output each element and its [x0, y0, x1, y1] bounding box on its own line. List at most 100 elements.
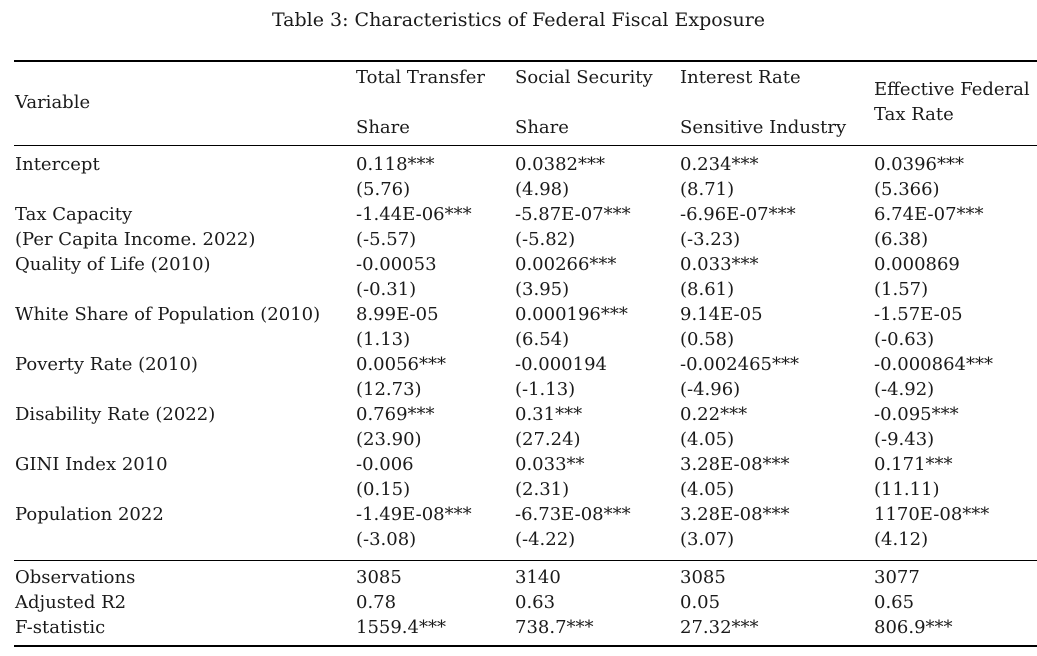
coef-cell: 0.033***: [680, 254, 759, 275]
stat-cell: 1559.4***: [356, 617, 446, 638]
coef-cell: 0.00266***: [515, 254, 617, 275]
tstat-cell: (11.11): [874, 479, 940, 500]
tstat-cell: (1.57): [874, 279, 929, 300]
coef-cell: -0.00053: [356, 254, 437, 275]
bottom-rule: [14, 645, 1037, 647]
header-col1-top: Total Transfer: [356, 67, 485, 88]
stat-cell: 27.32***: [680, 617, 759, 638]
stat-cell: 3077: [874, 567, 920, 588]
coef-cell: 0.22***: [680, 404, 748, 425]
coef-cell: 0.31***: [515, 404, 583, 425]
coef-cell: 1170E-08***: [874, 504, 990, 525]
coef-cell: -0.002465***: [680, 354, 799, 375]
coef-cell: -0.006: [356, 454, 414, 475]
tstat-cell: (6.38): [874, 229, 929, 250]
stat-cell: 0.65: [874, 592, 915, 613]
header-variable: Variable: [15, 92, 91, 113]
tstat-cell: (8.71): [680, 179, 735, 200]
tstat-cell: (-0.63): [874, 329, 935, 350]
row-variable: Tax Capacity: [15, 204, 133, 225]
coef-cell: -1.49E-08***: [356, 504, 472, 525]
stat-cell: 3085: [356, 567, 402, 588]
row-variable: Population 2022: [15, 504, 164, 525]
tstat-cell: (-3.23): [680, 229, 741, 250]
header-col1-bottom: Share: [356, 117, 410, 138]
coef-cell: -0.095***: [874, 404, 959, 425]
tstat-cell: (3.07): [680, 529, 735, 550]
coef-cell: 0.171***: [874, 454, 953, 475]
coef-cell: 8.99E-05: [356, 304, 439, 325]
row-variable: Quality of Life (2010): [15, 254, 211, 275]
coef-cell: -0.000864***: [874, 354, 993, 375]
stat-cell: 0.63: [515, 592, 556, 613]
row-variable: Disability Rate (2022): [15, 404, 216, 425]
coef-cell: 0.0056***: [356, 354, 446, 375]
coef-cell: 0.000869: [874, 254, 960, 275]
header-col4-bottom: Tax Rate: [874, 104, 954, 125]
coef-cell: 3.28E-08***: [680, 504, 790, 525]
coef-cell: -1.57E-05: [874, 304, 963, 325]
tstat-cell: (-5.82): [515, 229, 576, 250]
tstat-cell: (-1.13): [515, 379, 576, 400]
coef-cell: -5.87E-07***: [515, 204, 631, 225]
coef-cell: 0.769***: [356, 404, 435, 425]
coef-cell: 6.74E-07***: [874, 204, 984, 225]
header-col3-bottom: Sensitive Industry: [680, 117, 847, 138]
top-rule: [14, 60, 1037, 62]
tstat-cell: (-4.96): [680, 379, 741, 400]
tstat-cell: (5.76): [356, 179, 411, 200]
tstat-cell: (23.90): [356, 429, 422, 450]
coef-cell: -1.44E-06***: [356, 204, 472, 225]
tstat-cell: (-5.57): [356, 229, 417, 250]
tstat-cell: (-9.43): [874, 429, 935, 450]
coef-cell: -6.73E-08***: [515, 504, 631, 525]
stat-cell: 0.05: [680, 592, 721, 613]
row-variable: White Share of Population (2010): [15, 304, 321, 325]
row-variable: Intercept: [15, 154, 100, 175]
coef-cell: -0.000194: [515, 354, 607, 375]
coef-cell: -6.96E-07***: [680, 204, 796, 225]
coef-cell: 0.234***: [680, 154, 759, 175]
tstat-cell: (-3.08): [356, 529, 417, 550]
tstat-cell: (4.12): [874, 529, 929, 550]
row-variable: GINI Index 2010: [15, 454, 168, 475]
coef-cell: 0.033**: [515, 454, 585, 475]
stat-cell: 3140: [515, 567, 561, 588]
header-rule: [14, 145, 1037, 146]
header-col2-bottom: Share: [515, 117, 569, 138]
tstat-cell: (0.15): [356, 479, 411, 500]
tstat-cell: (4.05): [680, 479, 735, 500]
tstat-cell: (1.13): [356, 329, 411, 350]
header-col3-top: Interest Rate: [680, 67, 801, 88]
tstat-cell: (6.54): [515, 329, 570, 350]
coef-cell: 0.118***: [356, 154, 435, 175]
coef-cell: 0.000196***: [515, 304, 628, 325]
tstat-cell: (2.31): [515, 479, 570, 500]
stat-label: Adjusted R2: [15, 592, 127, 613]
header-col4-top: Effective Federal: [874, 79, 1030, 100]
stat-cell: 0.78: [356, 592, 397, 613]
row-variable: Poverty Rate (2010): [15, 354, 198, 375]
stats-rule: [14, 560, 1037, 561]
tstat-cell: (-4.92): [874, 379, 935, 400]
tstat-cell: (4.98): [515, 179, 570, 200]
coef-cell: 0.0396***: [874, 154, 964, 175]
table-caption: Table 3: Characteristics of Federal Fisc…: [271, 9, 766, 31]
tstat-cell: (27.24): [515, 429, 581, 450]
stat-cell: 806.9***: [874, 617, 953, 638]
tstat-cell: (-0.31): [356, 279, 417, 300]
tstat-cell: (4.05): [680, 429, 735, 450]
tstat-cell: (0.58): [680, 329, 735, 350]
tstat-cell: (5.366): [874, 179, 940, 200]
coef-cell: 9.14E-05: [680, 304, 763, 325]
stat-label: Observations: [15, 567, 136, 588]
stat-cell: 3085: [680, 567, 726, 588]
header-col2-top: Social Security: [515, 67, 653, 88]
tstat-cell: (-4.22): [515, 529, 576, 550]
coef-cell: 3.28E-08***: [680, 454, 790, 475]
stat-label: F-statistic: [15, 617, 106, 638]
stat-cell: 738.7***: [515, 617, 594, 638]
coef-cell: 0.0382***: [515, 154, 605, 175]
tstat-cell: (3.95): [515, 279, 570, 300]
row-variable-note: (Per Capita Income. 2022): [15, 229, 256, 250]
